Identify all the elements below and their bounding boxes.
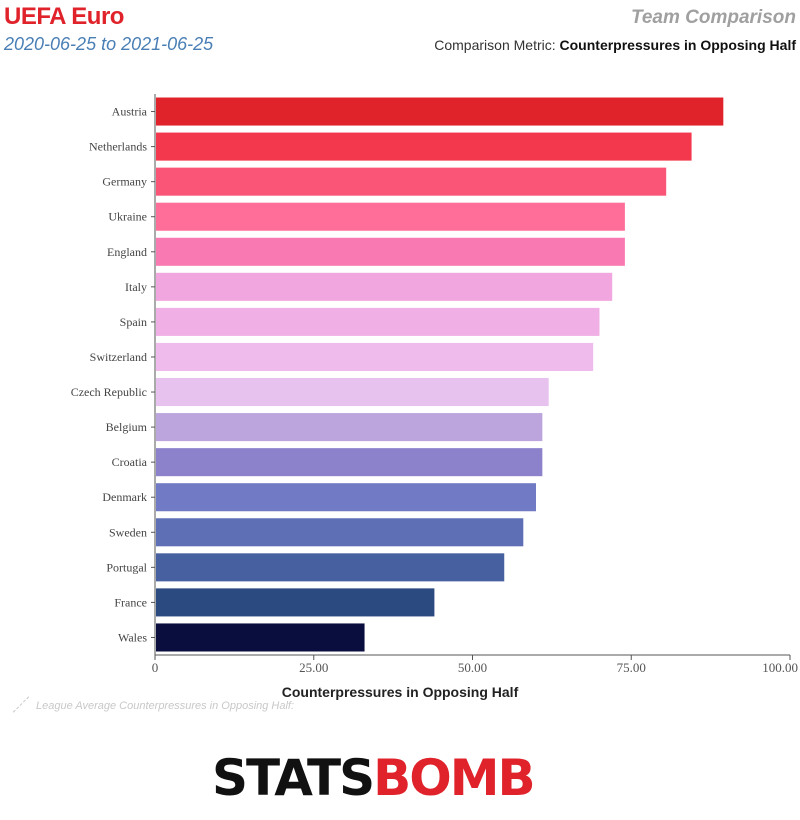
bar-denmark[interactable] [156, 483, 536, 512]
brand-logo-part2: BOMB [373, 749, 535, 807]
bar-spain[interactable] [156, 307, 600, 336]
metric-name: Counterpressures in Opposing Half [559, 37, 796, 53]
bar-england[interactable] [156, 237, 625, 266]
dashboard-title: UEFA Euro [4, 3, 124, 30]
date-range: 2020-06-25 to 2021-06-25 [4, 34, 214, 54]
y-tick-label: France [114, 595, 147, 609]
x-axis-title: Counterpressures in Opposing Half [281, 684, 519, 700]
x-tick-label: 100.00 [762, 660, 798, 675]
bar-czech-republic[interactable] [156, 378, 549, 407]
x-tick-label: 0 [152, 660, 159, 675]
y-tick-label: Netherlands [89, 140, 147, 154]
bar-netherlands[interactable] [156, 132, 692, 161]
bar-ukraine[interactable] [156, 202, 625, 231]
bar-austria[interactable] [156, 97, 724, 126]
bar-germany[interactable] [156, 167, 667, 196]
bar-france[interactable] [156, 588, 435, 617]
comparison-subtitle: Team Comparison [630, 7, 796, 28]
y-tick-label: Ukraine [108, 210, 147, 224]
x-tick-label: 75.00 [617, 660, 646, 675]
y-tick-label: Spain [120, 315, 147, 329]
bar-croatia[interactable] [156, 448, 543, 477]
brand-logo: STATSBOMB [212, 748, 536, 808]
brand-logo-part1: STATS [212, 749, 375, 807]
y-tick-label: Portugal [106, 560, 147, 574]
bar-sweden[interactable] [156, 518, 524, 547]
league-average-label: League Average Counterpressures in Oppos… [36, 700, 295, 712]
bar-belgium[interactable] [156, 413, 543, 442]
bar-italy[interactable] [156, 272, 613, 301]
y-tick-label: Switzerland [90, 350, 147, 364]
y-tick-label: Italy [125, 280, 147, 294]
y-tick-label: Belgium [106, 420, 148, 434]
y-tick-label: Czech Republic [71, 385, 147, 399]
bar-switzerland[interactable] [156, 342, 594, 371]
y-tick-label: Germany [102, 175, 147, 189]
y-tick-label: Wales [118, 630, 147, 644]
y-tick-label: Sweden [109, 525, 147, 539]
y-tick-label: Denmark [102, 490, 147, 504]
y-tick-label: Croatia [112, 455, 148, 469]
bar-wales[interactable] [156, 623, 365, 652]
comparison-metric: Comparison Metric: Counterpressures in O… [434, 37, 796, 53]
league-average-legend: League Average Counterpressures in Oppos… [10, 695, 295, 713]
y-tick-label: Austria [112, 105, 148, 119]
bar-portugal[interactable] [156, 553, 505, 582]
metric-prefix: Comparison Metric: [434, 37, 560, 53]
y-tick-label: England [107, 245, 147, 259]
x-tick-label: 50.00 [458, 660, 487, 675]
x-tick-label: 25.00 [299, 660, 328, 675]
